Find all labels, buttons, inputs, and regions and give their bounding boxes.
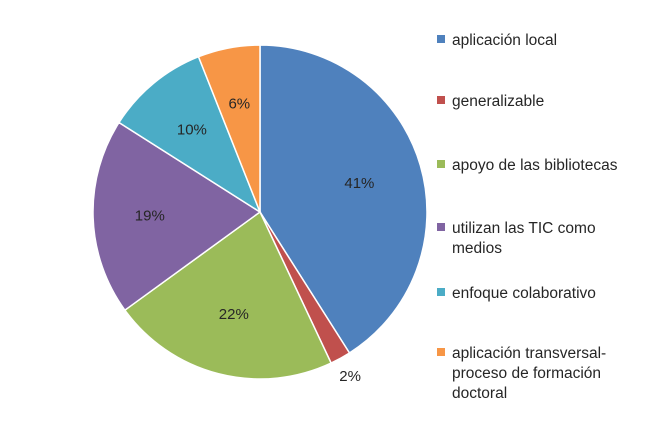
data-label-2: 2% <box>339 368 361 385</box>
pie-slice-1 <box>259 44 428 355</box>
pie-slices <box>92 44 428 380</box>
legend-swatch-3 <box>437 160 445 168</box>
data-label-1: 41% <box>344 175 374 192</box>
legend-label-5: enfoque colaborativo <box>452 285 596 302</box>
legend-swatch-4 <box>437 223 445 231</box>
legend-label-1: aplicación local <box>452 32 557 49</box>
legend-label-2: generalizable <box>452 93 544 110</box>
legend: aplicación local generalizable apoyo de la… <box>437 32 618 402</box>
pie-slice-4 <box>92 121 262 312</box>
legend-entry-2: generalizable <box>437 93 544 110</box>
pie-data-labels: 41% 2% 22% 19% 10% 6% <box>135 96 375 385</box>
legend-entry-1: aplicación local <box>437 32 557 49</box>
legend-label-6: aplicación transversal-proceso de formac… <box>452 345 606 402</box>
data-label-3: 22% <box>219 306 249 323</box>
legend-swatch-1 <box>437 35 445 43</box>
pie-slice-5 <box>117 55 262 214</box>
data-label-4: 19% <box>135 208 165 225</box>
legend-entry-6: aplicación transversal-proceso de formac… <box>437 345 606 402</box>
legend-swatch-2 <box>437 96 445 104</box>
legend-swatch-5 <box>437 288 445 296</box>
legend-swatch-6 <box>437 348 445 356</box>
legend-label-4: utilizan las TIC como medios <box>452 220 596 257</box>
pie-slice-6 <box>197 44 261 213</box>
legend-entry-5: enfoque colaborativo <box>437 285 596 302</box>
pie-slice-3 <box>123 210 333 380</box>
legend-entry-4: utilizan las TIC como medios <box>437 220 596 257</box>
data-label-6: 6% <box>228 96 250 113</box>
legend-entry-3: apoyo de las bibliotecas <box>437 157 618 174</box>
legend-label-3: apoyo de las bibliotecas <box>452 157 618 174</box>
data-label-5: 10% <box>177 122 207 139</box>
